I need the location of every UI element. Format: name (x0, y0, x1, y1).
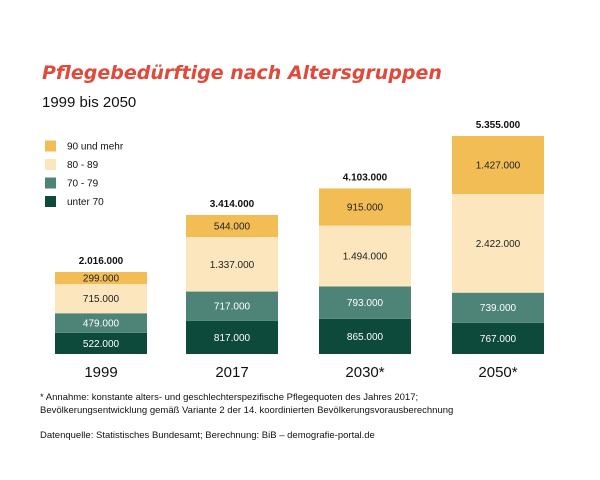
bar-segment (55, 284, 147, 314)
bar-segment (55, 271, 147, 285)
data-label: 1.337.000 (210, 260, 255, 271)
total-label: 4.103.000 (343, 172, 388, 183)
x-tick-label: 2017 (215, 364, 248, 381)
bar-segment (186, 291, 278, 321)
bar-segment (452, 136, 544, 195)
data-label: 479.000 (83, 318, 120, 329)
data-label: 793.000 (347, 298, 384, 309)
data-label: 915.000 (347, 203, 384, 214)
bar-segment (452, 292, 544, 323)
data-label: 1.494.000 (343, 252, 388, 263)
bar-segment (319, 286, 411, 319)
data-label: 1.427.000 (476, 161, 521, 172)
data-label: 715.000 (83, 294, 120, 305)
data-label: 817.000 (214, 333, 251, 344)
legend-swatch (45, 140, 56, 152)
total-label: 2.016.000 (79, 256, 124, 267)
data-label: 299.000 (83, 274, 120, 285)
footnote-line-1: * Annahme: konstante alters- und geschle… (40, 392, 419, 403)
data-label: 717.000 (214, 302, 251, 313)
bar-segment (186, 214, 278, 238)
data-label: 739.000 (480, 303, 517, 314)
legend-swatch (45, 177, 56, 189)
chart-title: Pflegebedürftige nach Altersgruppen (42, 62, 442, 84)
data-label: 544.000 (214, 222, 251, 233)
bar-segment (55, 332, 147, 354)
total-label: 3.414.000 (210, 199, 255, 210)
legend-label: 90 und mehr (67, 142, 124, 153)
bar-segment (319, 318, 411, 354)
source-note: Datenquelle: Statistisches Bundesamt; Be… (40, 430, 375, 441)
bar-segment (186, 320, 278, 354)
bar-segment (55, 313, 147, 333)
footnote-line-2: Bevölkerungsentwicklung gemäß Variante 2… (40, 405, 454, 416)
bar-segment (452, 194, 544, 293)
bar-segment (452, 322, 544, 354)
data-label: 2.422.000 (476, 239, 521, 250)
x-tick-label: 2030* (345, 364, 384, 381)
chart-subtitle: 1999 bis 2050 (42, 94, 137, 111)
total-label: 5.355.000 (476, 120, 521, 131)
bar-segment (319, 225, 411, 287)
legend-label: 80 - 89 (67, 160, 99, 171)
legend-swatch (45, 159, 56, 170)
legend-label: 70 - 79 (67, 179, 99, 190)
bar-segment (186, 237, 278, 292)
data-label: 767.000 (480, 334, 517, 345)
data-label: 865.000 (347, 332, 384, 343)
x-tick-label: 1999 (84, 364, 117, 381)
x-tick-label: 2050* (478, 364, 517, 381)
legend-swatch (45, 196, 56, 207)
bar-segment (319, 188, 411, 226)
legend-label: unter 70 (67, 197, 104, 208)
data-label: 522.000 (83, 339, 120, 350)
